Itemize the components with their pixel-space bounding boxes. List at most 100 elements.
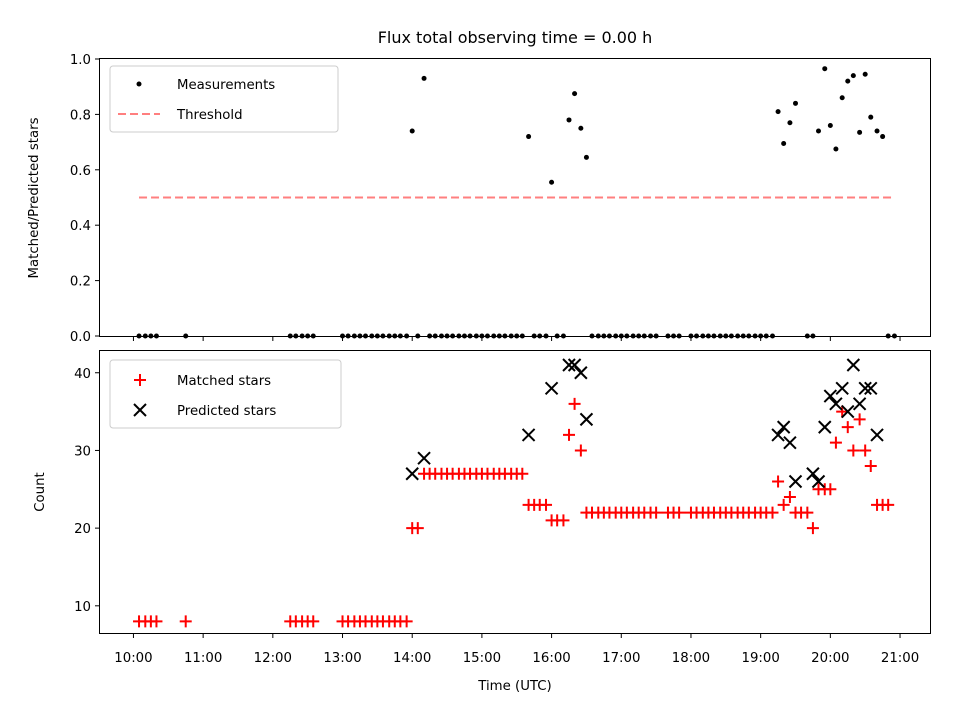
chart-title: Flux total observing time = 0.00 h bbox=[378, 28, 653, 47]
top-legend-box bbox=[109, 65, 339, 133]
matched-star-point bbox=[563, 428, 576, 441]
bottom-x-tick-label: 15:00 bbox=[463, 651, 501, 666]
matched-star-point bbox=[516, 467, 529, 480]
predicted-star-point bbox=[544, 381, 559, 395]
predicted-star-point bbox=[417, 451, 431, 465]
matched-star-point bbox=[179, 615, 192, 628]
bottom-x-tick-label: 16:00 bbox=[532, 651, 570, 666]
top-panel: Matched/Predicted stars 0.0 0.2 0.4 0.6 0.8 1… bbox=[27, 53, 931, 345]
measurement-point bbox=[862, 71, 868, 77]
bottom-legend: Matched stars Predicted stars bbox=[109, 359, 342, 429]
matched-star-point bbox=[411, 522, 424, 535]
matched-star-point bbox=[777, 498, 790, 511]
matched-star-point bbox=[829, 436, 842, 449]
measurement-point bbox=[827, 122, 833, 128]
legend-label-measurements: Measurements bbox=[177, 78, 275, 93]
matched-star-point bbox=[882, 498, 895, 511]
predicted-star-point bbox=[811, 474, 826, 489]
measurement-point bbox=[868, 114, 874, 120]
matched-star-point bbox=[400, 615, 413, 628]
predicted-star-point bbox=[783, 435, 797, 450]
top-y-ticks: 0.0 0.2 0.4 0.6 0.8 1.0 bbox=[70, 53, 100, 345]
bottom-x-tick-label: 21:00 bbox=[881, 651, 919, 666]
bottom-x-tick-label: 10:00 bbox=[114, 651, 152, 666]
matched-star-point bbox=[650, 506, 663, 519]
predicted-star-point bbox=[864, 381, 878, 395]
measurement-point bbox=[822, 66, 828, 72]
measurement-point bbox=[839, 95, 845, 101]
matched-star-point bbox=[574, 444, 587, 457]
measurement-point bbox=[874, 128, 880, 134]
matched-star-point bbox=[568, 397, 581, 410]
measurement-point bbox=[583, 154, 589, 160]
predicted-star-point bbox=[521, 428, 536, 442]
matched-star-point bbox=[824, 483, 837, 496]
top-legend: Measurements Threshold bbox=[109, 65, 339, 133]
bottom-x-tick-label: 13:00 bbox=[323, 651, 361, 666]
matched-star-point bbox=[557, 514, 570, 527]
top-y-tick-label: 1.0 bbox=[70, 53, 91, 68]
top-y-tick-label: 0.2 bbox=[70, 275, 91, 290]
measurement-point bbox=[787, 120, 793, 126]
top-y-axis-label: Matched/Predicted stars bbox=[27, 117, 42, 278]
predicted-star-point bbox=[579, 412, 594, 427]
legend-marker-predicted bbox=[133, 403, 147, 417]
top-y-tick-label: 0.6 bbox=[70, 164, 91, 179]
predicted-star-point bbox=[858, 381, 872, 395]
bottom-series bbox=[133, 358, 895, 628]
bottom-x-tick-label: 14:00 bbox=[393, 651, 431, 666]
matched-star-point bbox=[766, 506, 779, 519]
bottom-y-tick-label: 40 bbox=[74, 367, 91, 382]
bottom-axes-frame bbox=[99, 350, 931, 634]
predicted-star-point bbox=[870, 428, 884, 442]
bottom-x-tick-label: 11:00 bbox=[184, 651, 222, 666]
matched-star-point bbox=[540, 498, 553, 511]
predicted-star-point bbox=[829, 397, 843, 411]
matched-star-point bbox=[801, 506, 814, 519]
measurement-point bbox=[880, 134, 886, 140]
matched-star-point bbox=[864, 459, 877, 472]
measurement-point bbox=[775, 109, 781, 115]
measurement-point bbox=[850, 73, 856, 79]
bottom-y-axis-label: Count bbox=[33, 472, 48, 512]
bottom-y-tick-label: 10 bbox=[74, 600, 91, 615]
bottom-x-tick-label: 18:00 bbox=[672, 651, 710, 666]
predicted-star-point bbox=[835, 381, 849, 395]
predicted-star-point bbox=[771, 428, 785, 442]
legend-label-threshold: Threshold bbox=[176, 108, 243, 123]
measurement-point bbox=[845, 78, 851, 84]
legend-label-matched: Matched stars bbox=[177, 374, 271, 389]
measurement-point bbox=[421, 75, 427, 81]
top-axes-frame bbox=[99, 58, 931, 337]
measurement-point bbox=[566, 117, 572, 123]
measurement-point bbox=[409, 128, 415, 134]
predicted-star-point bbox=[823, 389, 838, 403]
bottom-x-tick-label: 17:00 bbox=[602, 651, 640, 666]
bottom-y-tick-label: 30 bbox=[74, 444, 91, 459]
predicted-star-point bbox=[567, 358, 582, 372]
bottom-y-tick-label: 20 bbox=[74, 522, 91, 537]
predicted-star-point bbox=[841, 404, 855, 419]
top-y-tick-label: 0.8 bbox=[70, 108, 91, 123]
matched-star-point bbox=[853, 413, 866, 426]
bottom-x-tick-label: 20:00 bbox=[811, 651, 849, 666]
measurement-point bbox=[833, 146, 839, 152]
legend-marker-matched bbox=[134, 374, 146, 386]
measurement-point bbox=[549, 179, 555, 185]
matched-star-point bbox=[783, 491, 796, 504]
matched-star-point bbox=[673, 506, 686, 519]
measurement-point bbox=[781, 140, 787, 146]
predicted-star-point bbox=[788, 474, 803, 489]
top-y-tick-label: 0.0 bbox=[70, 330, 91, 345]
measurement-point bbox=[572, 91, 578, 97]
predicted-star-point bbox=[562, 358, 576, 372]
bottom-x-tick-label: 12:00 bbox=[254, 651, 292, 666]
matched-star-point bbox=[859, 444, 872, 457]
bottom-legend-box bbox=[109, 359, 342, 429]
matched-star-point bbox=[836, 405, 849, 418]
measurement-point bbox=[526, 134, 532, 140]
bottom-x-tick-label: 19:00 bbox=[741, 651, 779, 666]
top-y-tick-label: 0.4 bbox=[70, 219, 91, 234]
legend-label-predicted: Predicted stars bbox=[177, 404, 276, 419]
